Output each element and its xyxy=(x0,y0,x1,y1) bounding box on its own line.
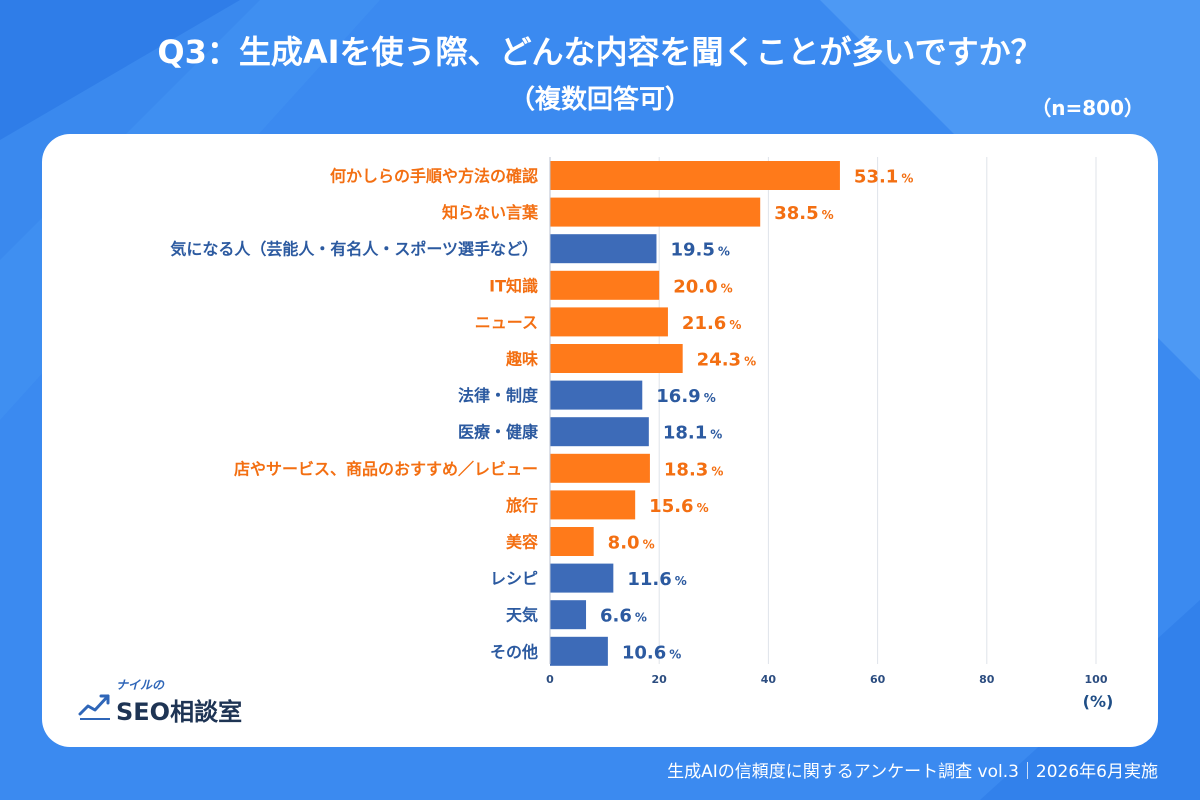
bar xyxy=(550,344,683,373)
bar xyxy=(550,234,657,264)
category-label: 趣味 xyxy=(505,350,538,369)
category-label: 医療・健康 xyxy=(458,423,539,442)
chart-title: Q3：生成AIを使う際、どんな内容を聞くことが多いですか？ xyxy=(157,33,1043,71)
value-label: 11.6% xyxy=(627,569,686,590)
category-label: ニュース xyxy=(475,313,538,332)
bar xyxy=(550,600,587,630)
chart-subtitle: （複数回答可） xyxy=(508,85,691,115)
x-tick-label: 100 xyxy=(1085,673,1108,686)
category-label: 何かしらの手順や方法の確認 xyxy=(330,167,538,186)
x-tick-label: 20 xyxy=(652,673,668,686)
value-label: 19.5% xyxy=(670,240,729,261)
value-label: 24.3% xyxy=(697,350,756,371)
value-label: 10.6% xyxy=(622,642,681,663)
category-label: 法律・制度 xyxy=(458,386,539,405)
x-tick-label: 60 xyxy=(870,673,886,686)
chart-line-icon xyxy=(78,694,110,720)
value-label: 18.1% xyxy=(663,423,722,444)
bar xyxy=(550,490,636,520)
category-label: 旅行 xyxy=(506,496,538,515)
bar xyxy=(550,270,660,300)
value-label: 21.6% xyxy=(682,313,741,334)
x-tick-label: 40 xyxy=(761,673,777,686)
category-label: 美容 xyxy=(506,533,538,552)
x-axis-unit: (%) xyxy=(1082,692,1114,711)
value-label: 53.1% xyxy=(854,167,913,188)
x-tick-label: 80 xyxy=(979,673,995,686)
category-label: 気になる人（芸能人・有名人・スポーツ選手など） xyxy=(170,240,538,259)
value-label: 6.6% xyxy=(600,606,647,627)
value-label: 20.0% xyxy=(673,276,732,297)
chart-card: 0 20 40 60 80 100 何かしらの手順や方法の確認 53.1% 知らない言葉 38.5… xyxy=(42,134,1158,747)
logo: ナイルの SEO相談室 xyxy=(78,670,248,730)
bar xyxy=(550,636,608,666)
bar xyxy=(550,307,668,337)
value-label: 8.0% xyxy=(608,533,655,554)
category-label: その他 xyxy=(490,642,538,661)
value-label: 38.5% xyxy=(774,203,833,224)
bar xyxy=(550,527,594,556)
logo-main-text: SEO相談室 xyxy=(116,698,243,726)
category-label: レシピ xyxy=(490,569,538,588)
source-note: 生成AIの信頼度に関するアンケート調査 vol.3｜2026年6月実施 xyxy=(667,762,1158,782)
bar xyxy=(550,417,649,447)
value-label: 16.9% xyxy=(656,386,715,407)
category-label: IT知識 xyxy=(489,276,538,295)
logo-small-text: ナイルの xyxy=(116,678,165,692)
sample-size: （n=800） xyxy=(1031,96,1144,120)
bar xyxy=(550,197,761,227)
bar xyxy=(550,161,840,190)
category-label: 知らない言葉 xyxy=(442,203,539,222)
value-label: 18.3% xyxy=(664,459,723,480)
bar xyxy=(550,380,643,410)
category-label: 店やサービス、商品のおすすめ／レビュー xyxy=(234,459,538,478)
category-label: 天気 xyxy=(506,606,538,625)
x-tick-label: 0 xyxy=(546,673,554,686)
bar xyxy=(550,453,650,483)
bar xyxy=(550,563,614,593)
bar-chart: 0 20 40 60 80 100 何かしらの手順や方法の確認 53.1 % 知らない言葉 38.5… xyxy=(170,157,1108,686)
value-label: 15.6% xyxy=(649,496,708,517)
